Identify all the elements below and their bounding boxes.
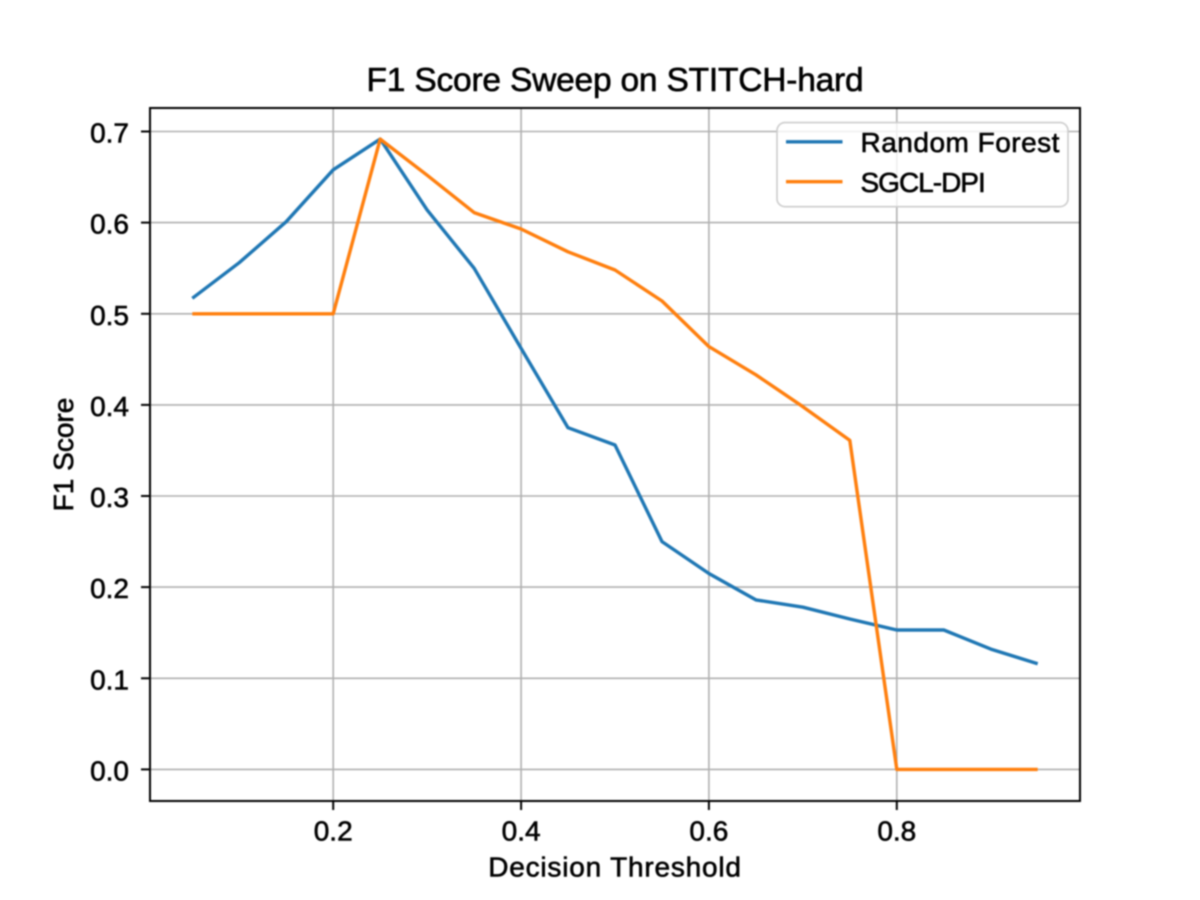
svg-text:0.5: 0.5 bbox=[90, 300, 129, 331]
svg-text:0.8: 0.8 bbox=[877, 816, 916, 847]
svg-text:F1 Score Sweep on STITCH-hard: F1 Score Sweep on STITCH-hard bbox=[367, 62, 864, 99]
svg-text:0.2: 0.2 bbox=[90, 573, 129, 604]
svg-text:0.4: 0.4 bbox=[502, 816, 541, 847]
svg-text:0.0: 0.0 bbox=[90, 755, 129, 786]
svg-text:0.2: 0.2 bbox=[314, 816, 353, 847]
svg-text:0.6: 0.6 bbox=[689, 816, 728, 847]
svg-text:0.1: 0.1 bbox=[90, 664, 129, 695]
svg-text:0.3: 0.3 bbox=[90, 482, 129, 513]
svg-text:Decision Threshold: Decision Threshold bbox=[488, 852, 742, 883]
svg-text:SGCL-DPI: SGCL-DPI bbox=[861, 167, 985, 198]
svg-text:0.6: 0.6 bbox=[90, 209, 129, 240]
svg-text:0.7: 0.7 bbox=[90, 118, 129, 149]
svg-text:0.4: 0.4 bbox=[90, 391, 129, 422]
svg-text:F1 Score: F1 Score bbox=[48, 398, 79, 512]
svg-text:Random Forest: Random Forest bbox=[861, 127, 1060, 158]
